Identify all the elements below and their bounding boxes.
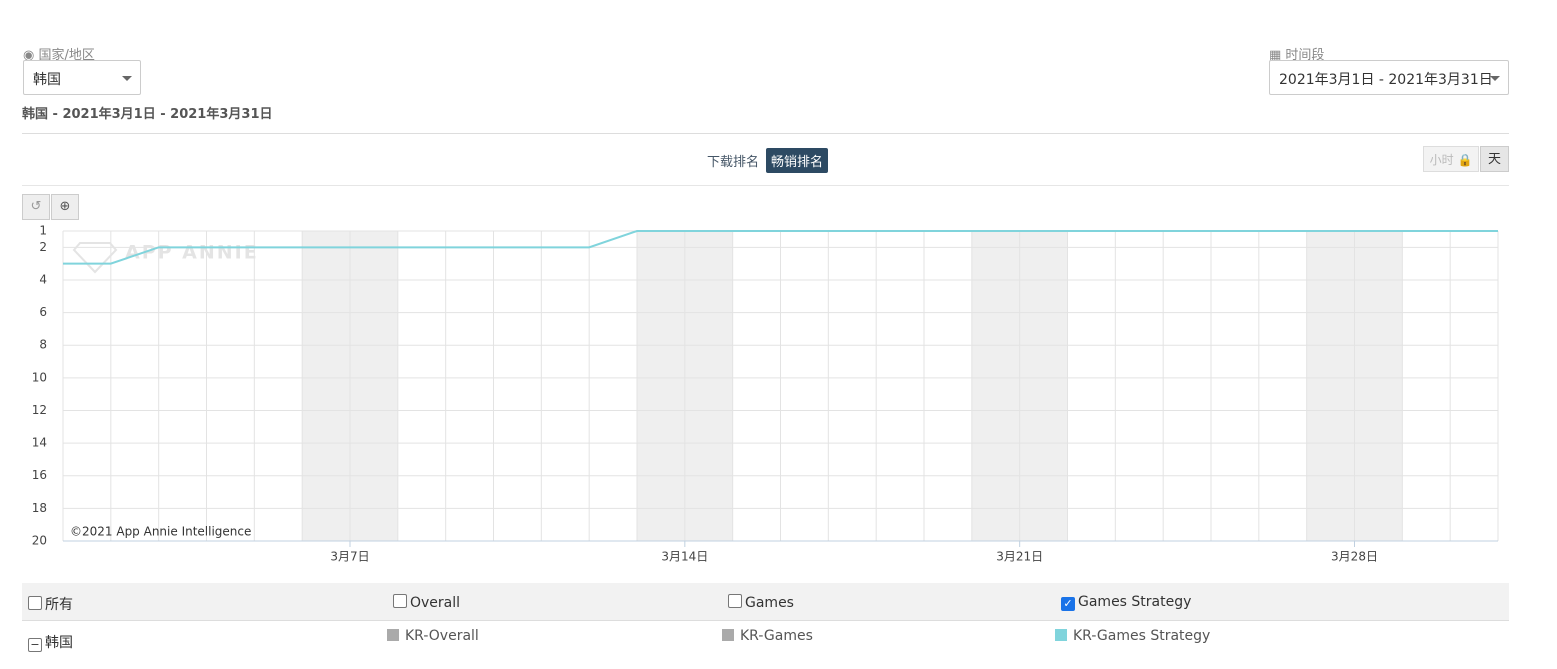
day-button[interactable]: 天 [1480, 146, 1509, 172]
legend-swatch [722, 629, 734, 641]
country-select[interactable]: 韩国 [23, 60, 141, 95]
divider [22, 133, 1509, 134]
x-tick-label: 3月14日 [661, 550, 708, 564]
checkbox[interactable] [28, 596, 42, 610]
legend-item: KR-Games [722, 628, 813, 644]
summary: 韩国 - 2021年3月1日 - 2021年3月31日 [22, 107, 273, 122]
legend-swatch [1055, 629, 1067, 641]
legend-text: KR-Games Strategy [1073, 628, 1211, 644]
option-text: Games [745, 595, 794, 611]
series-line [63, 230, 1498, 265]
y-tick-label: 1 [39, 224, 47, 238]
y-tick-label: 2 [39, 240, 47, 254]
y-tick-label: 20 [32, 534, 47, 548]
select-value: 2021年3月1日 - 2021年3月31日 [1279, 72, 1493, 88]
filter-option[interactable]: Games [728, 594, 794, 611]
y-tick-label: 6 [39, 305, 47, 319]
row-label[interactable]: − 韩国 [28, 632, 73, 652]
button-text: 小时 [1429, 153, 1454, 167]
label-text: 时间段 [1285, 48, 1325, 63]
option-text: Games Strategy [1078, 594, 1192, 610]
tab[interactable]: 下载排名 [707, 155, 760, 170]
legend-item: KR-Overall [387, 628, 479, 644]
period-label: ▦ 时间段 [1269, 48, 1325, 63]
y-tick-label: 12 [32, 403, 47, 417]
legend-text: KR-Games [740, 628, 813, 644]
y-tick-label: 8 [39, 338, 47, 352]
filter-option[interactable]: Overall [393, 594, 460, 611]
y-tick-label: 10 [32, 370, 47, 384]
reset-button[interactable]: ↺ [22, 194, 50, 220]
x-tick-label: 3月21日 [996, 550, 1043, 564]
legend-item: KR-Games Strategy [1055, 628, 1210, 644]
period-select[interactable]: 2021年3月1日 - 2021年3月31日 [1269, 60, 1509, 95]
legend-swatch [387, 629, 399, 641]
option-text: 所有 [45, 597, 73, 613]
tab-active[interactable]: 畅销排名 [766, 148, 829, 173]
checkbox[interactable]: ✓ [1061, 597, 1075, 611]
credit: ©2021 App Annie Intelligence [70, 525, 251, 539]
y-tick-label: 18 [32, 501, 47, 515]
zoom-button[interactable]: ⊕ [51, 194, 79, 220]
checkbox[interactable] [393, 594, 407, 608]
table-header [22, 583, 1509, 621]
divider [22, 185, 1509, 186]
watermark-logo [72, 242, 118, 274]
row-text: 韩国 [45, 635, 73, 651]
country-label: ◉ 国家/地区 [23, 48, 95, 63]
select-value: 韩国 [33, 72, 61, 88]
x-tick-label: 3月7日 [330, 550, 369, 564]
filter-option[interactable]: ✓ Games Strategy [1061, 594, 1191, 611]
hour-button[interactable]: 小时 🔒 [1423, 146, 1479, 172]
label-text: 国家/地区 [38, 48, 95, 63]
y-tick-label: 14 [32, 436, 47, 450]
y-tick-label: 4 [39, 272, 47, 286]
y-tick-label: 16 [32, 468, 47, 482]
checkbox[interactable] [728, 594, 742, 608]
filter-option[interactable]: 所有 [28, 594, 73, 614]
x-tick-label: 3月28日 [1331, 550, 1378, 564]
legend-text: KR-Overall [405, 628, 479, 644]
collapse-toggle[interactable]: − [28, 638, 42, 652]
option-text: Overall [410, 595, 461, 611]
